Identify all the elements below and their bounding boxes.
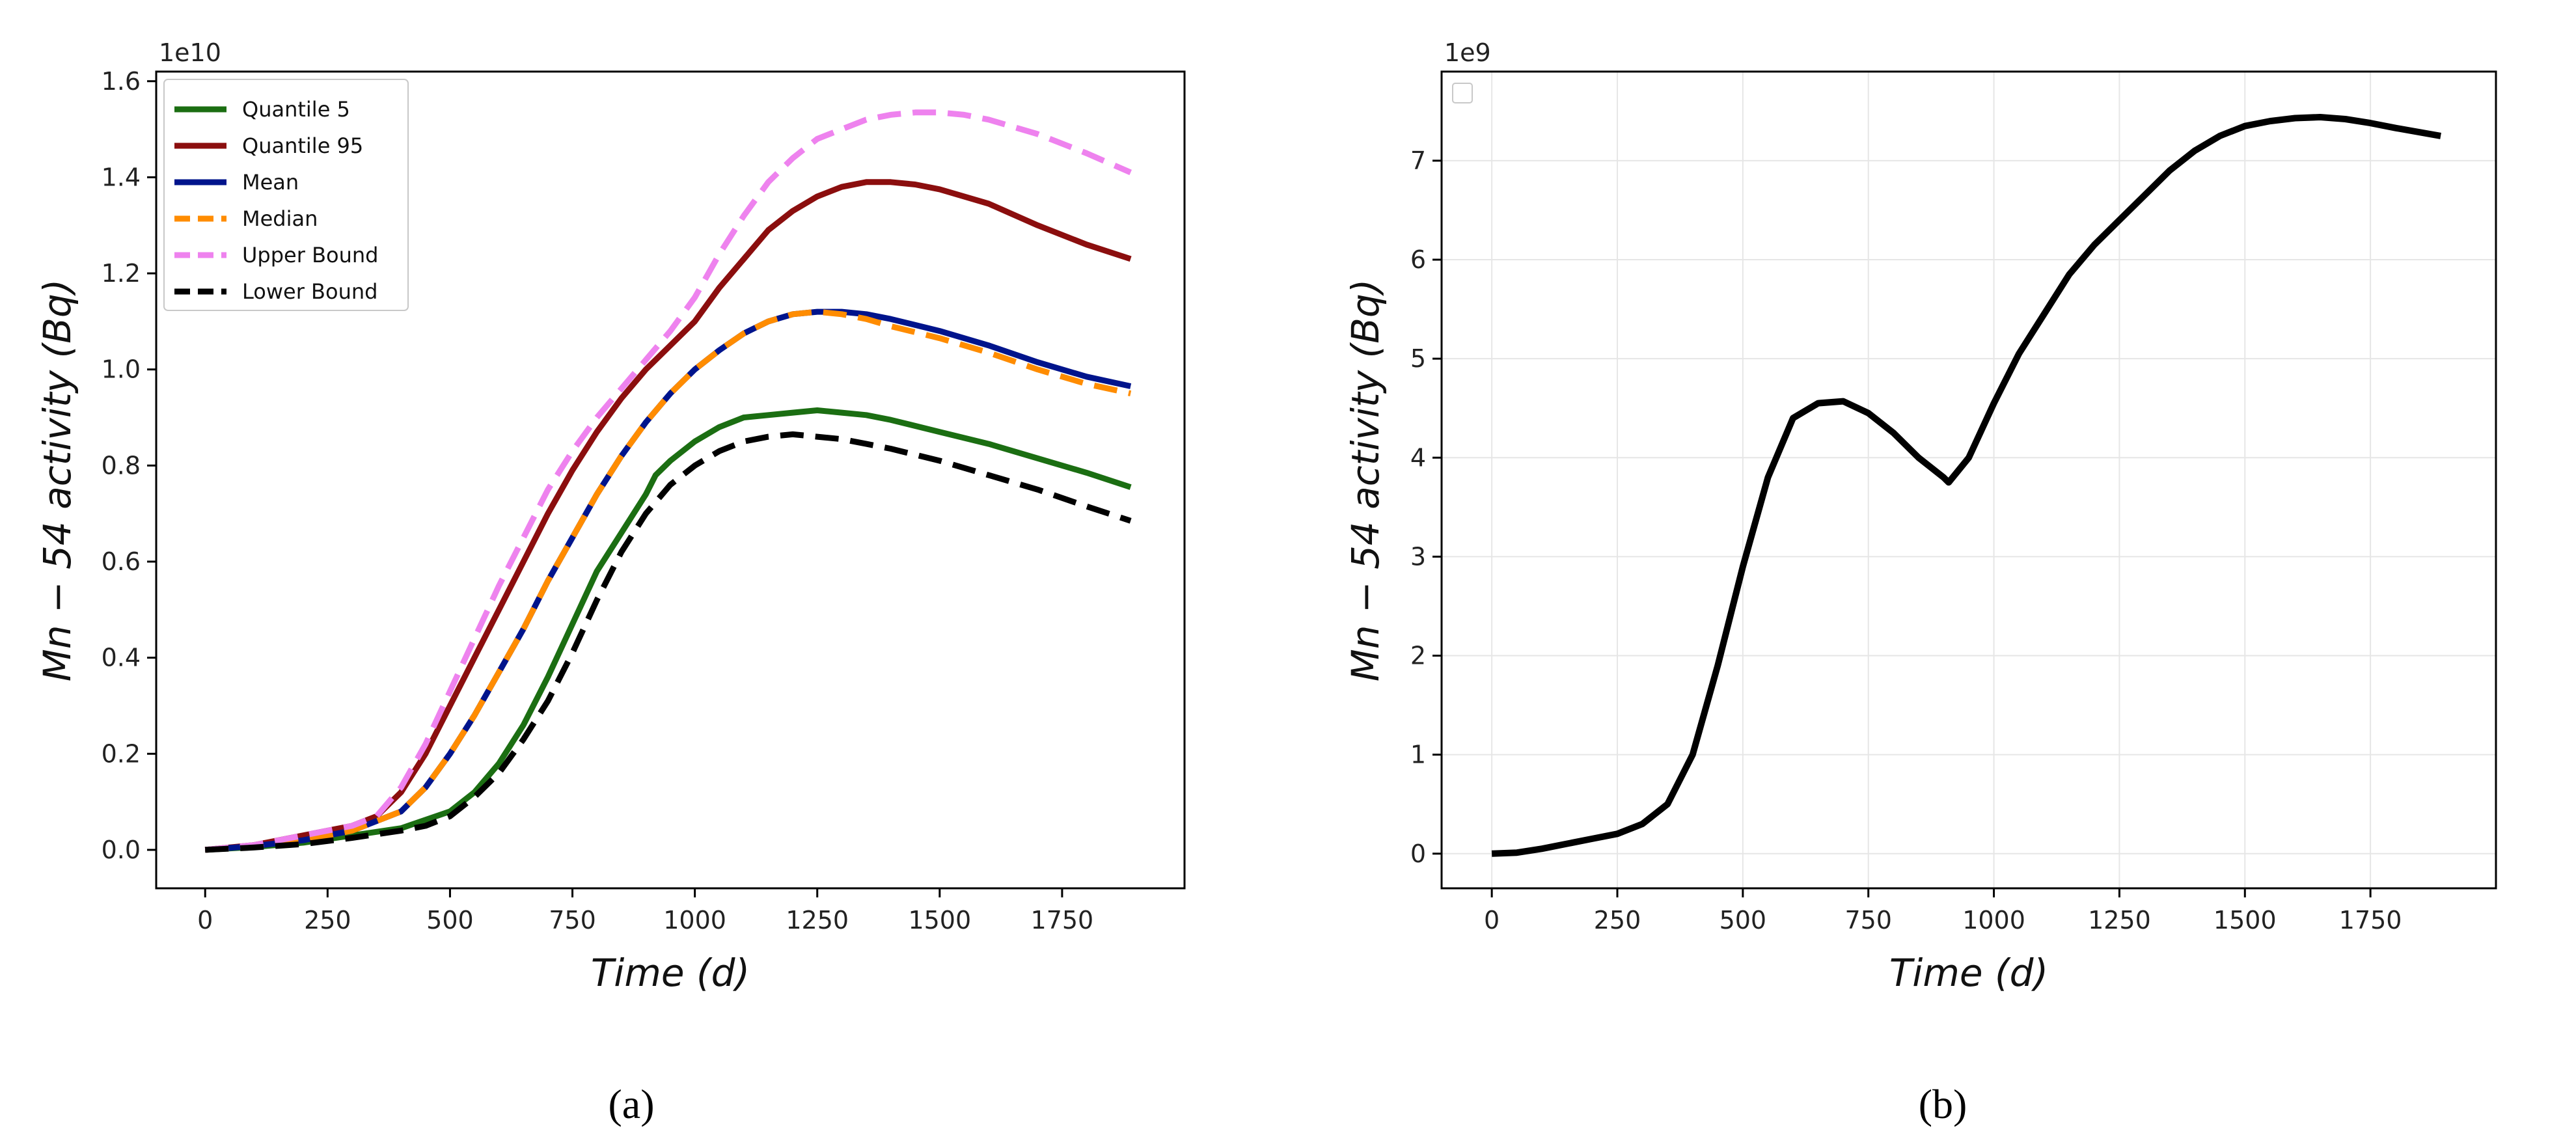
- legend-label: Upper Bound: [242, 243, 378, 267]
- y-tick-label: 6: [1410, 245, 1426, 274]
- legend-label: Lower Bound: [242, 279, 377, 304]
- y-tick-label: 0.0: [102, 836, 141, 864]
- x-tick-label: 1750: [2339, 906, 2402, 935]
- y-axis-ticks-a: 0.0 0.2 0.4 0.6 0.8 1.0 1.2 1.4 1.6: [102, 67, 156, 864]
- x-axis-label-a: Time (d): [591, 951, 750, 995]
- y-offset-label-a: 1e10: [159, 38, 221, 67]
- x-axis-ticks-a: 0 250 500 750 1000 1250 1500 1750: [197, 888, 1093, 935]
- x-tick-label: 0: [197, 906, 213, 935]
- x-tick-label: 1250: [786, 906, 849, 935]
- plot-frame-a: [155, 70, 1186, 890]
- panel-label-a: (a): [608, 1081, 654, 1127]
- plot-frame-b: [1440, 70, 2497, 890]
- x-tick-label: 1500: [2213, 906, 2277, 935]
- series-line-lower-bound: [204, 431, 1132, 853]
- legend-b: [1452, 83, 1473, 103]
- y-axis-label-b: Mn − 54 activity (Bq): [1343, 279, 1388, 682]
- y-tick-label: 5: [1410, 344, 1426, 373]
- y-tick-label: 2: [1410, 642, 1426, 670]
- legend-a: Quantile 5 Quantile 95 Mean Median Upper Bou…: [163, 79, 409, 311]
- x-axis-ticks-b: 0 250 500 750 1000 1250 1500 1750: [1484, 888, 2402, 935]
- x-tick-label: 750: [549, 906, 596, 935]
- x-tick-label: 1250: [2088, 906, 2151, 935]
- x-tick-label: 1000: [1962, 906, 2025, 935]
- legend-label: Mean: [242, 170, 299, 195]
- y-tick-label: 1.2: [102, 259, 141, 288]
- y-tick-label: 1.4: [102, 163, 141, 191]
- y-tick-label: 1.6: [102, 67, 141, 96]
- x-tick-label: 250: [1594, 906, 1641, 935]
- y-tick-label: 0: [1410, 839, 1426, 868]
- series-line-1: [1491, 114, 2441, 857]
- x-tick-label: 1000: [663, 906, 726, 935]
- panel-label-b: (b): [1919, 1081, 1967, 1127]
- y-tick-label: 4: [1410, 443, 1426, 472]
- x-tick-label: 500: [1720, 906, 1767, 935]
- x-tick-label: 1750: [1031, 906, 1094, 935]
- grid-b: [1442, 72, 2496, 888]
- y-tick-label: 3: [1410, 542, 1426, 571]
- x-tick-label: 500: [426, 906, 474, 935]
- y-tick-label: 0.2: [102, 739, 141, 768]
- legend-label: Quantile 5: [242, 97, 350, 122]
- x-axis-label-b: Time (d): [1889, 951, 2048, 995]
- x-tick-label: 0: [1484, 906, 1500, 935]
- y-tick-label: 0.4: [102, 644, 141, 672]
- legend-label: Quantile 95: [242, 133, 363, 158]
- legend-box-b: [1452, 83, 1473, 103]
- series-line-mean: [204, 308, 1132, 853]
- y-tick-label: 1: [1410, 741, 1426, 769]
- y-tick-label: 1.0: [102, 355, 141, 384]
- series-line-median: [204, 308, 1132, 853]
- y-offset-label-b: 1e9: [1444, 38, 1491, 67]
- y-tick-label: 0.6: [102, 547, 141, 576]
- y-axis-ticks-b: 0 1 2 3 4 5 6 7: [1410, 146, 1442, 868]
- y-tick-label: 7: [1410, 146, 1426, 175]
- series-lines-a: [204, 109, 1132, 853]
- legend-label: Median: [242, 206, 318, 231]
- x-tick-label: 750: [1844, 906, 1892, 935]
- y-tick-label: 0.8: [102, 451, 141, 480]
- series-lines-b: [1491, 114, 2441, 857]
- series-line-upper-bound: [204, 109, 1132, 853]
- chart-panel-a: 0 250 500 750 1000 1250 1500 1750 0.00.20.40.60…: [35, 38, 1186, 1127]
- x-tick-label: 250: [304, 906, 351, 935]
- y-axis-label-a: Mn − 54 activity (Bq): [35, 279, 79, 682]
- x-tick-label: 1500: [908, 906, 971, 935]
- series-line-quantile-5: [204, 407, 1132, 853]
